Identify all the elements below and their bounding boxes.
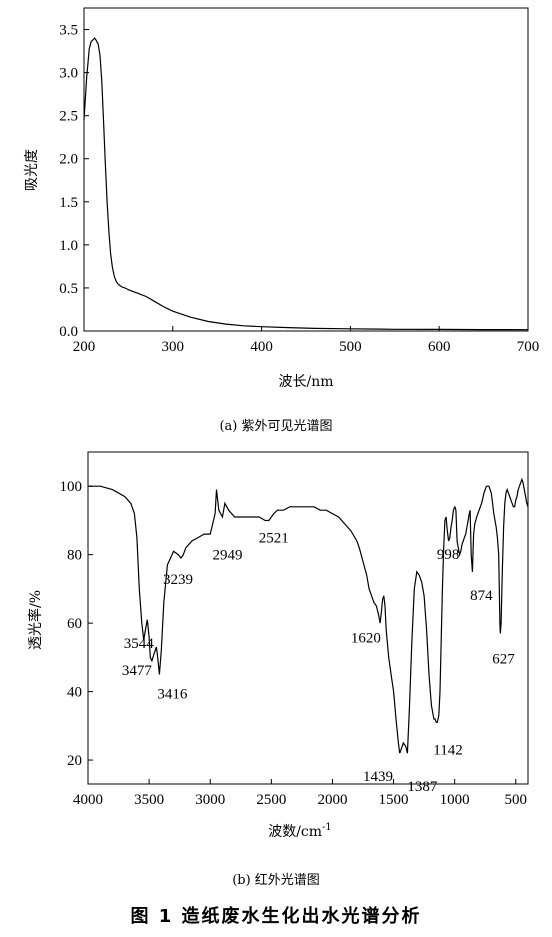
ir-chart: 4000 3500 3000 2500 2000 1500 1000 500 20 40 60 80…: [27, 451, 529, 888]
ir-x-axis-label-main: 波数/cm: [268, 824, 322, 840]
uv-x-tick-label: 600: [428, 339, 451, 355]
ir-x-axis-label-sup: -1: [322, 822, 332, 833]
ir-x-tick-label: 4000: [73, 792, 103, 808]
ir-series-line: [88, 477, 529, 754]
uv-y-axis-label: 吸光度: [24, 149, 40, 191]
ir-y-ticks: 20 40 60 80 100: [60, 479, 93, 769]
ir-peak-label: 1439: [363, 769, 393, 785]
uv-x-axis-label: 波长/nm: [278, 374, 333, 390]
uv-y-tick-label: 1.0: [59, 238, 78, 254]
ir-x-axis-label: 波数/cm-1: [268, 822, 332, 840]
uv-y-tick-label: 3.0: [59, 66, 78, 82]
uv-x-tick-label: 400: [250, 339, 273, 355]
ir-peak-label: 2521: [259, 530, 289, 546]
ir-y-tick-label: 100: [60, 479, 83, 495]
uv-y-tick-label: 2.0: [59, 152, 78, 168]
uv-caption: (a) 紫外可见光谱图: [219, 419, 332, 434]
ir-x-tick-label: 2500: [256, 792, 286, 808]
uv-y-tick-label: 0.5: [59, 281, 78, 297]
uv-y-tick-label: 2.5: [59, 109, 78, 125]
ir-peak-label: 3239: [163, 572, 193, 588]
figure-title: 图 1 造纸废水生化出水光谱分析: [130, 905, 421, 927]
ir-y-tick-label: 40: [67, 685, 82, 701]
uv-x-tick-label: 500: [339, 339, 362, 355]
ir-x-tick-label: 2000: [317, 792, 347, 808]
ir-peak-label: 1142: [433, 742, 462, 758]
uv-y-ticks: 0.0 0.5 1.0 1.5 2.0 2.5 3.0 3.5: [59, 23, 89, 340]
uv-x-tick-label: 700: [517, 339, 540, 355]
ir-y-tick-label: 60: [67, 616, 82, 632]
ir-x-tick-label: 3000: [195, 792, 225, 808]
uv-y-tick-label: 1.5: [59, 195, 78, 211]
uv-x-tick-label: 200: [73, 339, 96, 355]
ir-peak-label: 998: [437, 547, 460, 563]
ir-peak-label: 874: [470, 588, 493, 604]
uv-series-line: [83, 37, 529, 331]
ir-y-axis-label: 透光率/%: [27, 590, 44, 650]
ir-y-tick-label: 20: [67, 753, 82, 769]
ir-x-tick-label: 3500: [134, 792, 164, 808]
ir-plot-frame: [87, 451, 529, 785]
uv-vis-chart: 200 300 400 500 600 700 0.0 0.5 1.0 1.5 2.0 2.5 3.0…: [24, 7, 540, 434]
uv-plot-frame: [83, 7, 529, 332]
ir-peak-label: 627: [492, 651, 515, 667]
ir-peak-label: 3416: [157, 686, 188, 702]
uv-y-tick-label: 3.5: [59, 23, 78, 39]
uv-x-ticks: 200 300 400 500 600 700: [73, 326, 540, 355]
ir-peak-label: 3544: [124, 636, 155, 652]
ir-caption: (b) 红外光谱图: [232, 872, 320, 888]
ir-x-tick-label: 1000: [440, 792, 470, 808]
ir-peak-label: 3477: [122, 663, 153, 679]
uv-x-tick-label: 300: [162, 339, 185, 355]
ir-x-tick-label: 1500: [379, 792, 409, 808]
ir-peak-label: 2949: [212, 548, 242, 564]
ir-x-ticks: 4000 3500 3000 2500 2000 1500 1000 500: [73, 779, 527, 808]
uv-y-tick-label: 0.0: [59, 324, 78, 340]
ir-x-tick-label: 500: [505, 792, 528, 808]
ir-peak-label: 1387: [407, 779, 438, 795]
ir-y-tick-label: 80: [67, 548, 82, 564]
ir-peak-label: 1620: [351, 630, 381, 646]
